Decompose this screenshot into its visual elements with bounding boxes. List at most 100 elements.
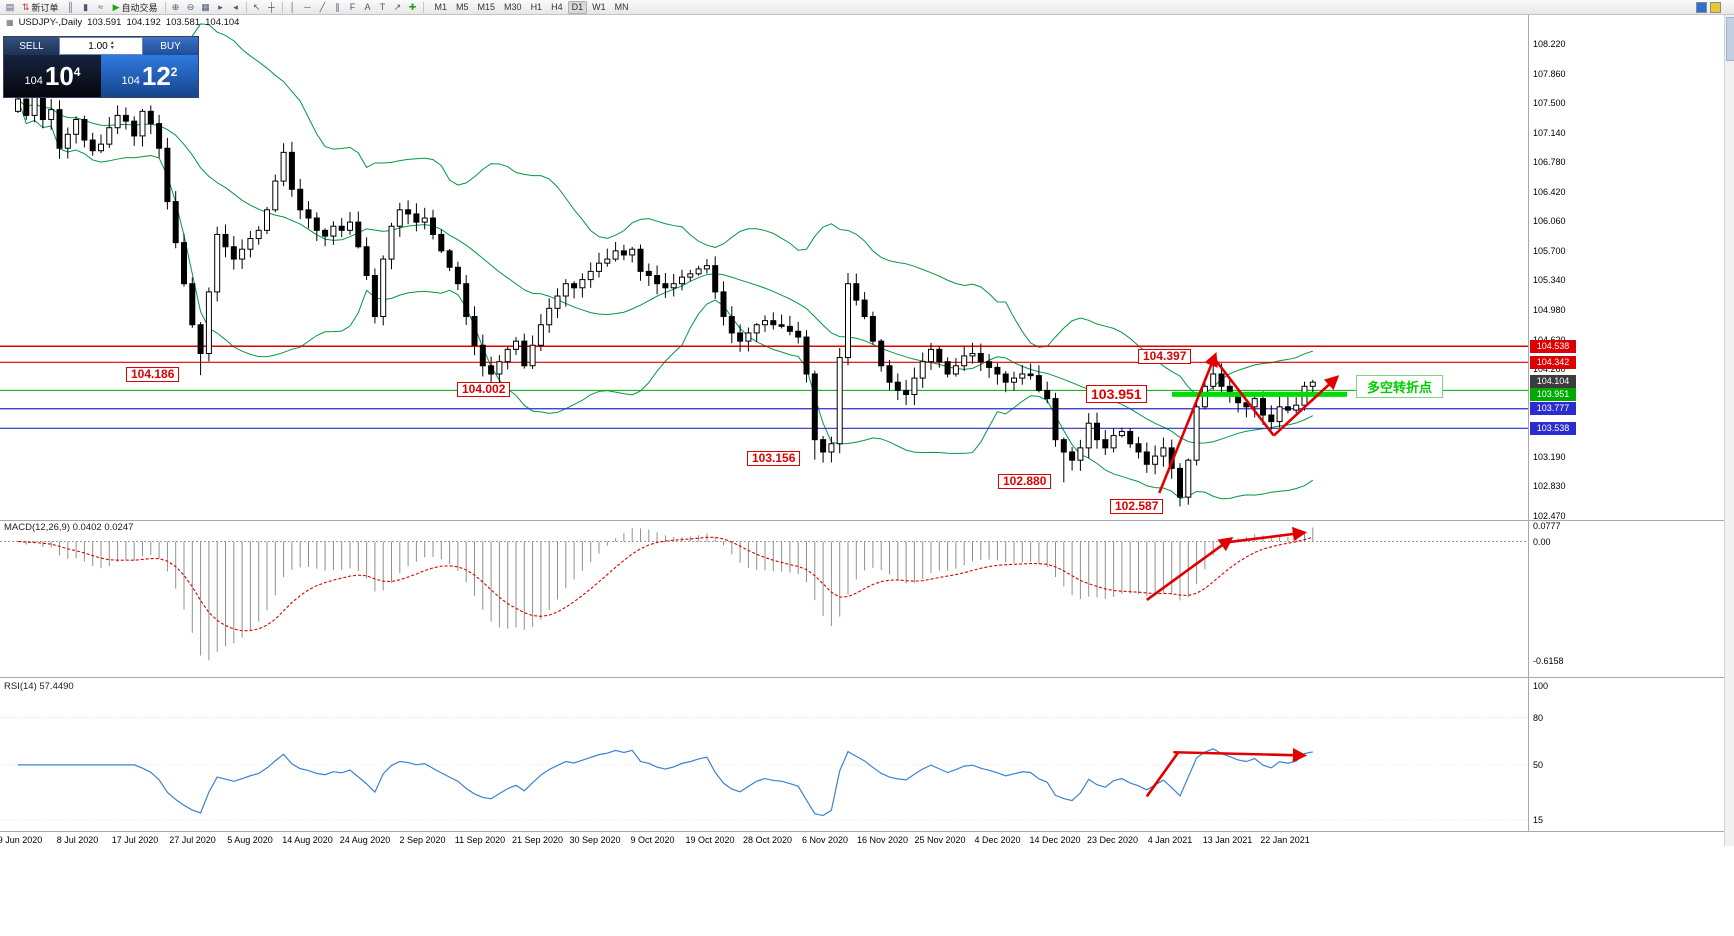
buy-price-frac: 2 <box>170 65 178 79</box>
trend-arrow-macd[interactable] <box>1146 537 1234 601</box>
new-chart-icon-glyph: ▤ <box>5 2 15 12</box>
volume-stepper[interactable]: ▴ ▾ <box>110 40 114 51</box>
price-axis-label: 104.980 <box>1533 304 1566 315</box>
ohlc-close: 104.104 <box>205 17 240 28</box>
trend-arrow-rsi[interactable] <box>1173 748 1308 763</box>
trend-arrow-main[interactable] <box>1213 358 1275 437</box>
trend-arrow-rsi[interactable] <box>1145 751 1180 798</box>
chart-line-icon-glyph: ≈ <box>98 2 104 12</box>
time-axis-label: 14 Dec 2020 <box>1029 835 1081 845</box>
bollinger-upper <box>17 23 1313 396</box>
time-axis-label: 6 Nov 2020 <box>801 835 849 845</box>
bollinger-lower <box>17 98 1314 500</box>
trend-arrow-macd[interactable] <box>1225 526 1308 544</box>
zoom-out-icon[interactable]: ⊖ <box>184 1 198 13</box>
time-axis-label: 13 Jan 2021 <box>1202 835 1253 845</box>
trade-panel-prices: 104 10 4 104 12 2 <box>4 55 198 97</box>
time-axis-label: 9 Oct 2020 <box>630 835 675 845</box>
chart-line-icon[interactable]: ≈ <box>94 1 108 13</box>
rsi-axis-label: 80 <box>1533 712 1544 723</box>
auto-trading-button-glyph: ▶ <box>112 2 120 12</box>
rsi-axis-label: 15 <box>1533 815 1544 826</box>
price-annotation-102.880: 102.880 <box>998 474 1052 489</box>
price-annotation-104.186: 104.186 <box>126 367 180 382</box>
zoom-in-icon[interactable]: ⊕ <box>169 1 183 13</box>
trendline-icon[interactable]: ╱ <box>316 1 330 13</box>
label-icon[interactable]: T <box>376 1 390 13</box>
crosshair-icon-glyph: ┼ <box>268 2 275 12</box>
macd-signal-line <box>17 536 1313 632</box>
tile-windows-icon[interactable]: ▦ <box>199 1 213 13</box>
trend-arrow-main[interactable] <box>1272 375 1340 437</box>
timeframe-w1[interactable]: W1 <box>592 1 606 12</box>
cursor-icon[interactable]: ↖ <box>250 1 264 13</box>
label-icon-glyph: T <box>379 2 386 12</box>
horizontal-line-icon[interactable]: ─ <box>301 1 315 13</box>
timeframe-d1[interactable]: D1 <box>567 0 588 14</box>
timeframe-m1[interactable]: M1 <box>434 1 448 12</box>
timeframe-mn[interactable]: MN <box>614 1 629 12</box>
chart-shift-icon[interactable]: ◂ <box>229 1 243 13</box>
auto-trading-button[interactable]: ▶ 自动交易 <box>109 1 162 13</box>
timeframe-m15[interactable]: M15 <box>477 1 496 12</box>
time-axis-label: 16 Nov 2020 <box>856 835 909 845</box>
arrows-icon[interactable]: ↗ <box>391 1 405 13</box>
volume-up-icon[interactable]: ▴ <box>110 40 114 46</box>
buy-price-big-figure: 104 <box>121 75 140 87</box>
chart-bars-icon[interactable]: ║ <box>64 1 78 13</box>
sell-price-big-figure: 104 <box>24 75 43 87</box>
price-axis-label: 108.220 <box>1533 39 1566 49</box>
price-tag-103.777: 103.777 <box>1530 402 1576 416</box>
buy-price[interactable]: 104 12 2 <box>101 55 198 97</box>
time-axis-label: 27 Jul 2020 <box>169 835 216 845</box>
trendline-icon-glyph: ╱ <box>319 2 326 12</box>
fibonacci-icon-glyph: F <box>349 2 356 12</box>
macd-axis-label: -0.6158 <box>1533 656 1564 667</box>
alert-icon[interactable] <box>1710 1 1721 13</box>
scrollbar-thumb[interactable] <box>1726 17 1734 61</box>
timeframe-h1[interactable]: H1 <box>530 1 543 12</box>
time-axis-label: 23 Dec 2020 <box>1086 835 1139 845</box>
sell-price[interactable]: 104 10 4 <box>4 55 101 97</box>
price-annotation-102.587: 102.587 <box>1110 499 1164 514</box>
time-axis-label: 28 Oct 2020 <box>742 835 793 845</box>
text-icon-glyph: A <box>364 2 371 12</box>
trend-arrow-main[interactable] <box>1158 351 1218 494</box>
rsi-axis-label: 100 <box>1533 680 1549 691</box>
time-axis-label: 5 Aug 2020 <box>227 835 273 845</box>
vertical-scrollbar[interactable] <box>1724 14 1734 846</box>
new-chart-icon[interactable]: ▤ <box>3 1 17 13</box>
volume-input[interactable]: 1.00 ▴ ▾ <box>59 37 143 55</box>
new-order-button-glyph: ⇅ <box>22 2 30 12</box>
timeframe-h4[interactable]: H4 <box>551 1 563 12</box>
buy-button[interactable]: BUY <box>143 37 198 55</box>
arrows-icon-glyph: ↗ <box>393 2 402 12</box>
crosshair-icon[interactable]: ┼ <box>265 1 279 13</box>
sell-button[interactable]: SELL <box>4 37 59 55</box>
price-annotation-103.156: 103.156 <box>747 451 801 466</box>
chart-ohlc-header: ▦ USDJPY-,Daily 103.591 104.192 103.581 … <box>6 17 239 28</box>
fibonacci-icon[interactable]: F <box>346 1 360 13</box>
price-axis-label: 107.500 <box>1533 98 1566 109</box>
rsi-axis-label: 50 <box>1533 759 1544 770</box>
time-axis-label: 17 Jul 2020 <box>111 835 159 845</box>
auto-scroll-icon[interactable]: ▸ <box>214 1 228 13</box>
macd-axis-label: 0.00 <box>1533 536 1551 547</box>
timeframe-m30[interactable]: M30 <box>504 1 522 12</box>
candles <box>15 86 1316 507</box>
vertical-line-icon[interactable]: │ <box>286 1 300 13</box>
chart-candles-icon[interactable]: ▮ <box>79 1 93 13</box>
timeframe-m5[interactable]: M5 <box>456 1 469 12</box>
add-indicator-icon[interactable]: ✚ <box>406 1 420 13</box>
toolbar: ▤ ⇅ 新订单 ║ ▮ ≈ ▶ 自动交易 ⊕ ⊖ ▦ ▸ ◂ ↖ ┼ │ ─ ╱ ∥ F A T ↗ ✚ M1 M5 M15 M30 H… <box>0 0 1734 15</box>
chart-window-icon[interactable] <box>1696 1 1707 13</box>
new-order-button[interactable]: ⇅ 新订单 <box>18 1 63 13</box>
volume-down-icon[interactable]: ▾ <box>110 45 114 51</box>
price-annotation-103.951: 103.951 <box>1086 385 1147 403</box>
equidistant-channel-icon[interactable]: ∥ <box>331 1 345 13</box>
time-axis-label: 19 Oct 2020 <box>685 835 735 845</box>
price-axis-label: 107.140 <box>1533 127 1566 138</box>
text-icon[interactable]: A <box>361 1 375 13</box>
